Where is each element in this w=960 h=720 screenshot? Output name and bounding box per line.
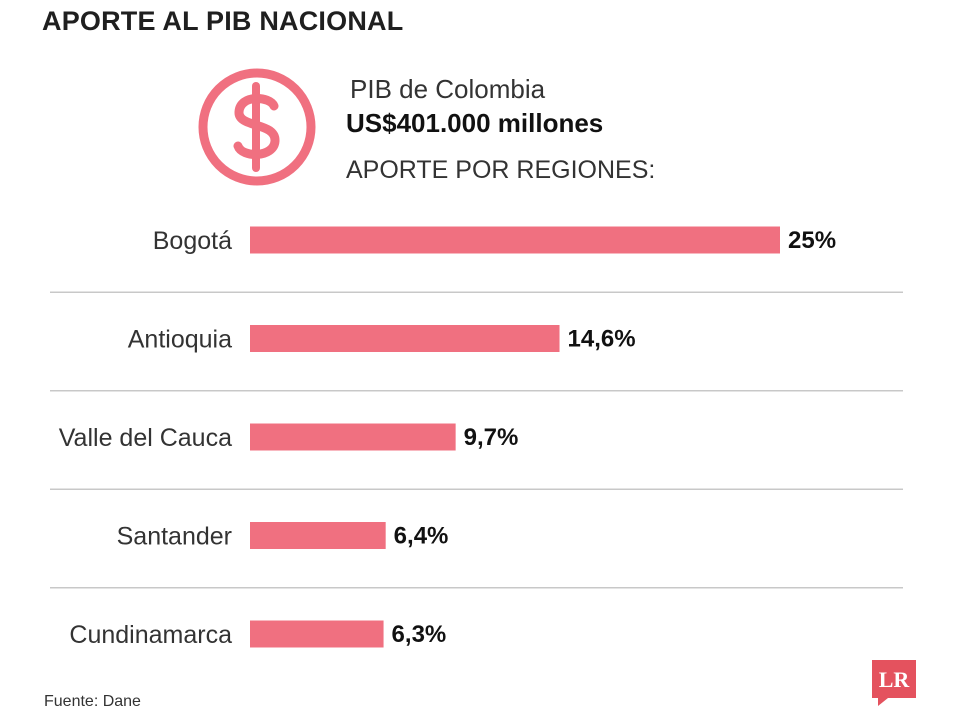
regions-heading: APORTE POR REGIONES: <box>346 156 656 184</box>
gdp-label: PIB de Colombia <box>350 74 546 104</box>
logo-text: LR <box>879 667 911 692</box>
bar <box>250 522 386 549</box>
value-label: 6,4% <box>394 523 449 550</box>
value-label: 9,7% <box>464 424 519 451</box>
source-note: Fuente: Dane <box>44 693 141 710</box>
bar <box>250 423 456 451</box>
value-label: 25% <box>788 227 836 254</box>
bar-chart: Bogotá 25% Antioquia 14,6% Valle del Cauca 9,… <box>50 226 903 649</box>
bar <box>250 620 384 648</box>
category-label: Valle del Cauca <box>59 424 232 452</box>
bar <box>250 325 560 352</box>
category-label: Santander <box>117 523 232 551</box>
chart-title: APORTE AL PIB NACIONAL <box>42 6 404 36</box>
bar <box>250 226 780 254</box>
value-label: 6,3% <box>392 621 447 648</box>
dollar-circle-icon <box>194 64 320 190</box>
value-label: 14,6% <box>568 326 636 353</box>
category-label: Bogotá <box>153 227 232 255</box>
gdp-value: US$401.000 millones <box>346 108 604 138</box>
category-label: Cundinamarca <box>69 621 232 649</box>
lr-logo-icon: LR <box>872 660 916 706</box>
category-label: Antioquia <box>128 326 232 354</box>
